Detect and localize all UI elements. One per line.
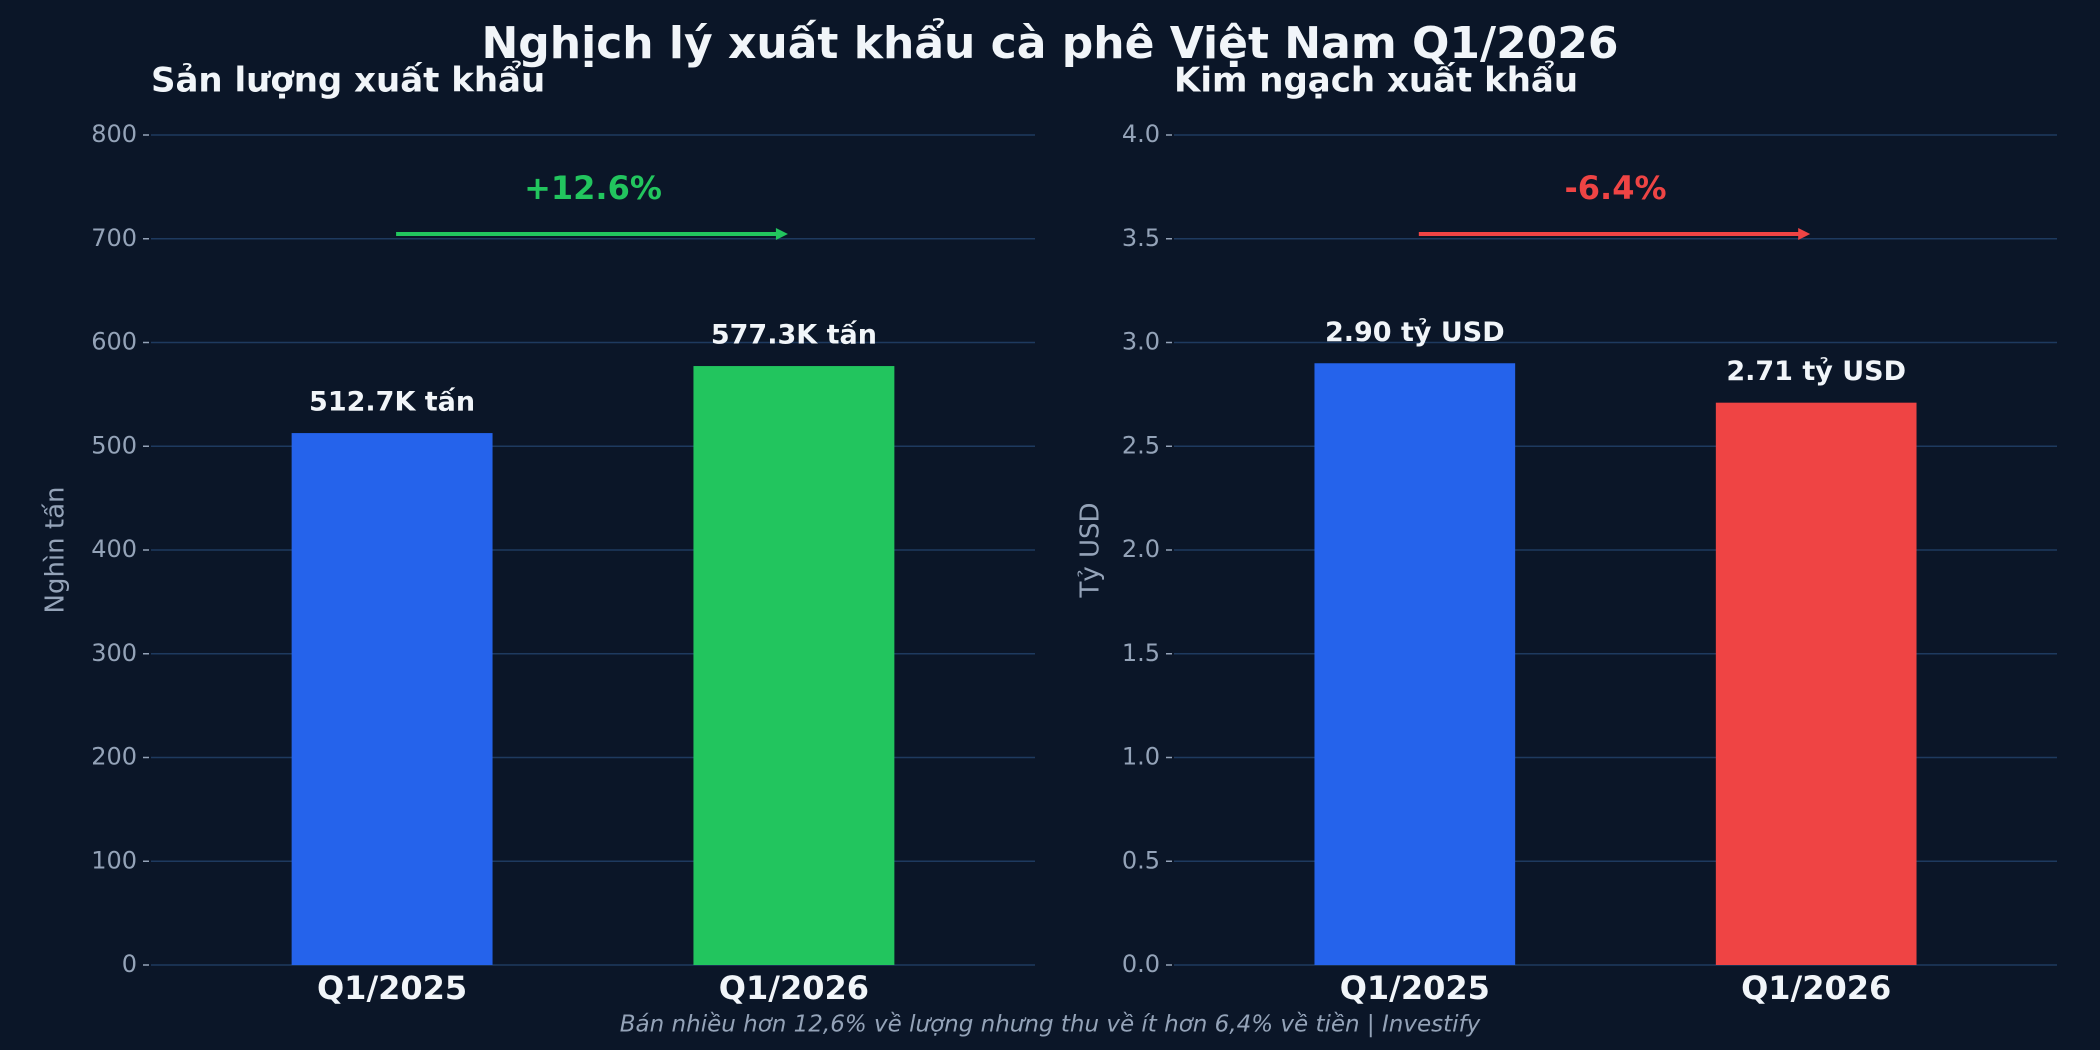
x-tick-label: Q1/2026 — [1741, 969, 1891, 1007]
bar — [693, 366, 895, 965]
x-tick-label: Q1/2025 — [317, 969, 467, 1007]
value-label: 577.3K tấn — [711, 320, 877, 351]
chart-title: Nghịch lý xuất khẩu cà phê Việt Nam Q1/2… — [481, 17, 1618, 69]
bar — [1314, 363, 1516, 965]
y-tick-label: 2.0 — [1122, 535, 1160, 563]
value-label: 512.7K tấn — [309, 387, 475, 418]
y-tick-label: 4.0 — [1122, 120, 1160, 148]
change-label: +12.6% — [524, 169, 662, 207]
y-tick-label: 800 — [91, 120, 137, 148]
y-tick-label: 1.5 — [1122, 639, 1160, 667]
y-axis-label: Nghìn tấn — [41, 486, 71, 613]
y-tick-label: 100 — [91, 846, 137, 874]
bar — [1715, 402, 1917, 965]
subplot-title: Kim ngạch xuất khẩu — [1174, 60, 1578, 101]
y-tick-label: 2.5 — [1122, 431, 1160, 459]
x-tick-label: Q1/2025 — [1340, 969, 1490, 1007]
y-tick-label: 200 — [91, 743, 137, 771]
y-tick-label: 600 — [91, 328, 137, 356]
value-label: 2.71 tỷ USD — [1726, 356, 1906, 387]
change-label: -6.4% — [1564, 169, 1666, 207]
y-tick-label: 1.0 — [1122, 743, 1160, 771]
subplot-title: Sản lượng xuất khẩu — [151, 60, 545, 101]
y-tick-label: 0 — [122, 950, 137, 978]
y-tick-label: 0.0 — [1122, 950, 1160, 978]
y-tick-label: 300 — [91, 639, 137, 667]
y-tick-label: 400 — [91, 535, 137, 563]
y-tick-label: 0.5 — [1122, 846, 1160, 874]
y-tick-label: 700 — [91, 224, 137, 252]
bar — [291, 433, 493, 966]
y-tick-label: 500 — [91, 431, 137, 459]
y-tick-label: 3.5 — [1122, 224, 1160, 252]
x-tick-label: Q1/2026 — [719, 969, 869, 1007]
change-arrow-head — [1798, 228, 1811, 240]
change-arrow-head — [775, 228, 788, 240]
y-tick-label: 3.0 — [1122, 328, 1160, 356]
value-label: 2.90 tỷ USD — [1325, 317, 1505, 348]
footnote: Bán nhiều hơn 12,6% về lượng nhưng thu v… — [620, 1012, 1481, 1038]
y-axis-label: Tỷ USD — [1076, 502, 1106, 598]
